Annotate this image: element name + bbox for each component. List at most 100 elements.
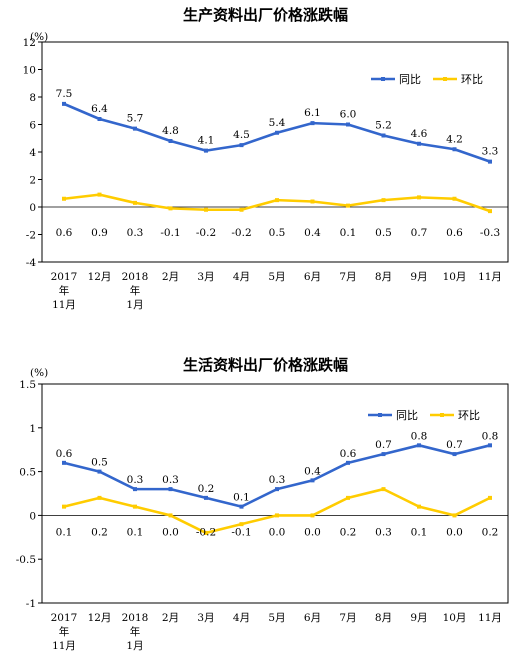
data-label: 0.8 [411, 430, 428, 442]
data-label: 5.2 [375, 120, 392, 132]
x-tick-label: 1月 [126, 640, 143, 652]
data-label: 0.1 [127, 526, 144, 538]
data-label: 0.1 [411, 526, 428, 538]
data-point [310, 513, 315, 518]
data-label: 0.2 [91, 526, 108, 538]
y-tick-label: 2 [29, 175, 36, 187]
data-point [239, 522, 244, 527]
data-point [62, 504, 66, 509]
data-point [204, 530, 208, 535]
x-tick-label: 2018 [122, 271, 149, 283]
data-point [239, 207, 244, 212]
x-tick-label: 11月 [478, 271, 502, 283]
plot-frame [41, 383, 509, 604]
y-tick-label: 4 [29, 147, 36, 159]
x-tick-label: 5月 [268, 271, 285, 283]
x-tick-label: 11月 [478, 612, 502, 624]
data-point [133, 200, 137, 205]
x-tick-label: 1月 [126, 299, 143, 311]
y-tick-label: 6 [29, 120, 36, 132]
data-label: 0.1 [56, 526, 73, 538]
legend-label: 同比 [399, 73, 421, 86]
x-tick-label: 10月 [443, 612, 467, 624]
data-label: 6.0 [340, 109, 357, 121]
data-point [62, 460, 66, 465]
data-point [452, 452, 457, 457]
data-label: 6.1 [304, 107, 321, 119]
data-point [168, 206, 173, 211]
data-label: 0.6 [56, 227, 73, 239]
data-point [346, 495, 350, 500]
data-label: 0.0 [446, 526, 463, 538]
data-point [310, 478, 315, 483]
legend-marker [440, 413, 444, 417]
data-point [168, 513, 173, 518]
y-tick-label: -0.5 [16, 554, 36, 566]
data-label: 0.6 [446, 227, 463, 239]
chart-title: 生活资料出厂价格涨跌幅 [182, 356, 348, 374]
data-label: -0.1 [160, 227, 180, 239]
data-label: 0.3 [127, 227, 144, 239]
data-label: 0.7 [446, 439, 463, 451]
data-point [168, 139, 173, 143]
x-tick-label: 8月 [375, 612, 392, 624]
data-label: 0.0 [162, 526, 179, 538]
x-tick-label: 2017 [51, 612, 78, 624]
y-tick-label: -4 [26, 257, 37, 269]
data-label: -0.2 [196, 227, 216, 239]
x-tick-label: 4月 [233, 612, 250, 624]
data-point [133, 504, 137, 509]
y-tick-label: -1 [26, 598, 36, 610]
data-point [310, 121, 315, 126]
data-label: 0.3 [375, 526, 392, 538]
y-tick-label: 12 [23, 37, 36, 49]
x-tick-label: 3月 [197, 612, 214, 624]
data-label: 0.5 [91, 457, 108, 469]
x-tick-label: 7月 [339, 271, 356, 283]
data-point [275, 487, 279, 492]
y-tick-label: 1 [29, 423, 36, 435]
data-point [417, 443, 421, 448]
data-point [62, 196, 66, 201]
x-tick-label: 3月 [197, 271, 214, 283]
data-label: 0.2 [340, 526, 357, 538]
data-label: 4.1 [198, 135, 215, 147]
x-tick-label: 2月 [162, 612, 179, 624]
data-label: 0.5 [269, 227, 286, 239]
legend-marker [381, 77, 385, 81]
data-point [97, 192, 102, 197]
data-point [133, 487, 137, 492]
data-label: 4.5 [233, 129, 250, 141]
x-tick-label: 年 [59, 625, 70, 638]
x-tick-label: 4月 [233, 271, 250, 283]
data-point [275, 198, 279, 203]
data-point [204, 148, 208, 153]
x-tick-label: 年 [130, 625, 141, 638]
data-point [239, 504, 244, 509]
x-tick-label: 2月 [162, 271, 179, 283]
data-label: 0.1 [340, 227, 357, 239]
data-label: 5.4 [269, 117, 286, 129]
data-point [62, 101, 66, 106]
y-tick-label: 10 [23, 65, 36, 77]
data-point [168, 487, 173, 492]
data-label: 0.5 [375, 227, 392, 239]
data-label: 0.3 [162, 474, 179, 486]
x-tick-label: 11月 [52, 299, 76, 311]
data-point [381, 198, 386, 203]
data-label: 0.4 [304, 227, 321, 239]
legend-label: 环比 [461, 73, 483, 86]
data-label: -0.3 [480, 227, 500, 239]
data-point [275, 130, 279, 135]
legend-label: 环比 [458, 409, 480, 422]
y-axis-unit: (%) [30, 31, 48, 43]
data-point [97, 495, 102, 500]
y-tick-label: 0 [29, 510, 36, 522]
data-label: 6.4 [91, 103, 108, 115]
y-tick-label: 8 [29, 92, 36, 104]
data-point [452, 513, 457, 518]
x-tick-label: 10月 [443, 271, 467, 283]
x-tick-label: 6月 [304, 612, 321, 624]
